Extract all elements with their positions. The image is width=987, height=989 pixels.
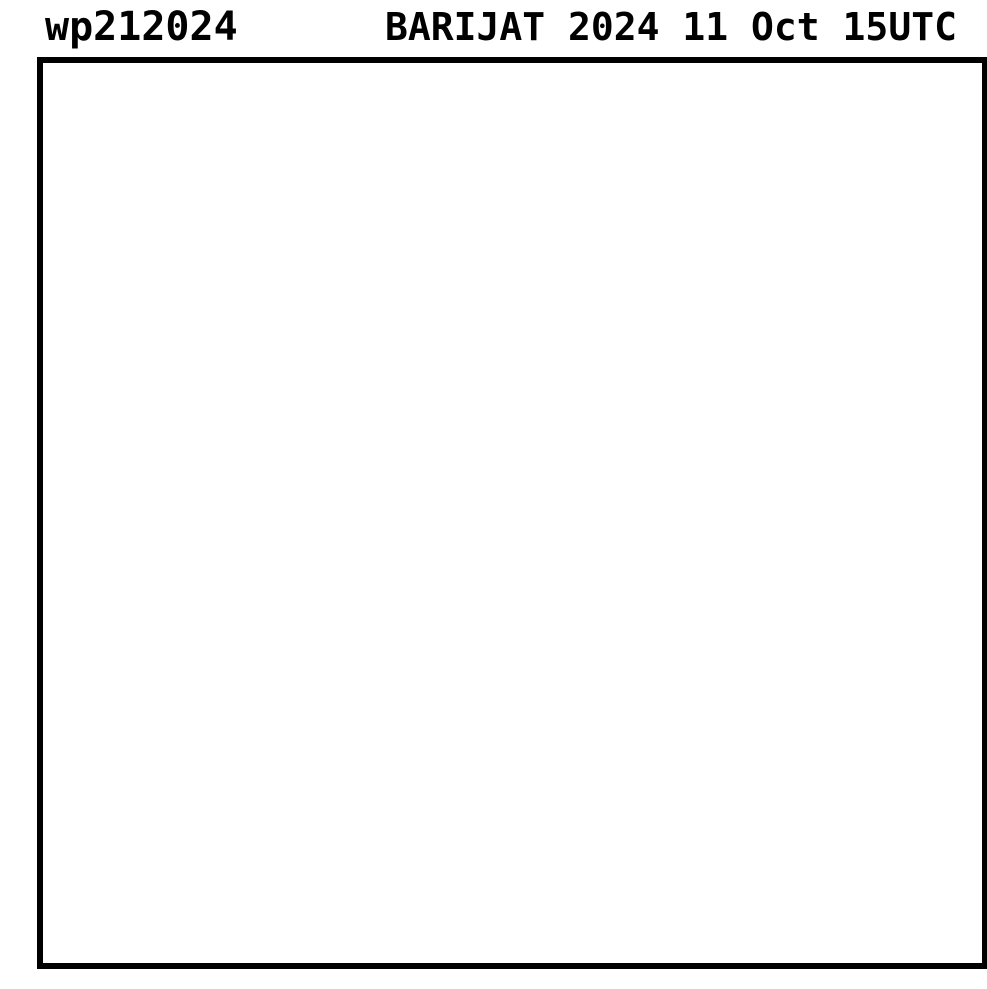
plot-frame xyxy=(37,57,987,969)
chart-title: BARIJAT 2024 11 Oct 15UTC xyxy=(385,5,957,49)
experiment-id: wp212024 xyxy=(45,4,238,50)
